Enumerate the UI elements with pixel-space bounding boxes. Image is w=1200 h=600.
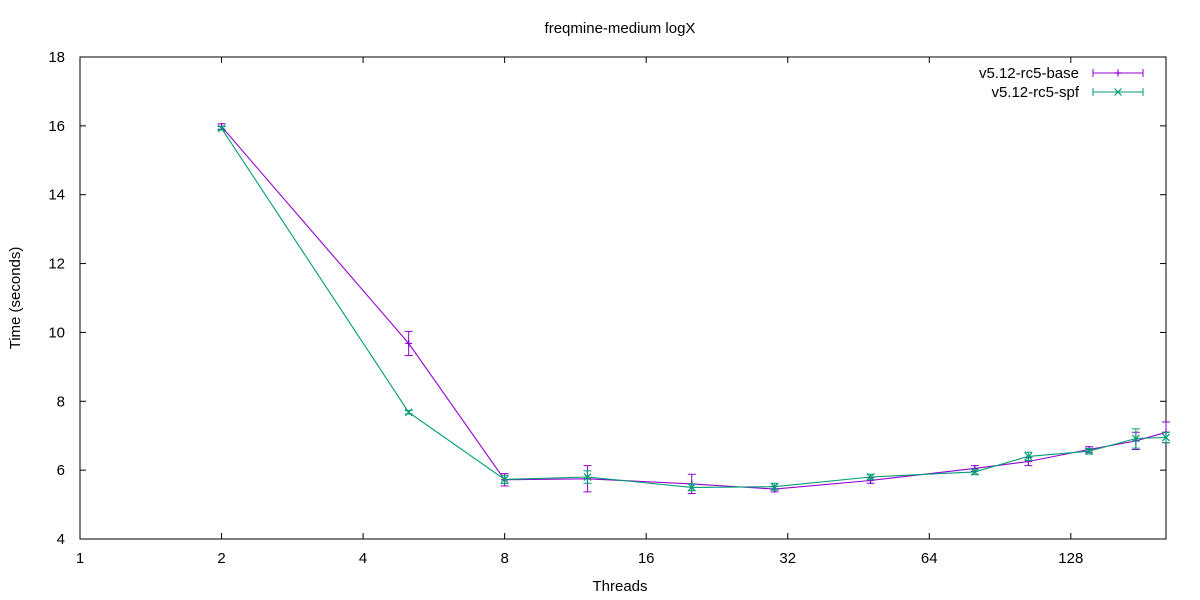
legend-label: v5.12-rc5-spf bbox=[991, 84, 1079, 101]
data-point bbox=[1131, 434, 1140, 443]
x-tick-label: 8 bbox=[500, 550, 508, 567]
data-point bbox=[1162, 433, 1170, 442]
y-axis-label: Time (seconds) bbox=[7, 247, 24, 350]
y-tick-label: 10 bbox=[48, 324, 65, 341]
data-point bbox=[500, 475, 509, 484]
data-point bbox=[405, 339, 413, 347]
data-point bbox=[770, 482, 779, 491]
y-tick-label: 6 bbox=[57, 462, 65, 479]
data-point bbox=[1024, 452, 1033, 461]
series-1 bbox=[217, 124, 1170, 492]
y-tick-label: 16 bbox=[48, 118, 65, 135]
y-tick-label: 18 bbox=[48, 49, 65, 66]
y-tick-label: 12 bbox=[48, 256, 65, 273]
x-tick-label: 64 bbox=[921, 550, 938, 567]
x-tick-label: 128 bbox=[1058, 550, 1083, 567]
data-point bbox=[687, 483, 696, 492]
plot-border bbox=[79, 56, 1167, 540]
legend-marker bbox=[1114, 88, 1122, 96]
data-point bbox=[1085, 447, 1094, 456]
data-point bbox=[970, 467, 979, 476]
data-point bbox=[866, 473, 875, 481]
y-tick-label: 4 bbox=[57, 531, 65, 548]
data-point bbox=[583, 473, 592, 481]
y-tick-label: 8 bbox=[57, 393, 65, 410]
legend: v5.12-rc5-base v5.12-rc5-spf bbox=[979, 65, 1144, 101]
y-tick-label: 14 bbox=[48, 187, 65, 204]
legend-marker bbox=[1114, 69, 1122, 77]
x-tick-label: 2 bbox=[217, 550, 225, 567]
data-point bbox=[404, 408, 413, 417]
x-tick-label: 16 bbox=[638, 550, 655, 567]
series-line bbox=[221, 126, 1167, 490]
series-layer bbox=[217, 123, 1170, 495]
x-tick-label: 4 bbox=[359, 550, 367, 567]
legend-label: v5.12-rc5-base bbox=[979, 65, 1079, 82]
chart-title: freqmine-medium logX bbox=[545, 20, 696, 37]
data-point bbox=[217, 124, 226, 133]
series-line bbox=[221, 127, 1167, 488]
x-axis-label: Threads bbox=[592, 578, 647, 595]
x-tick-label: 32 bbox=[779, 550, 796, 567]
x-tick-label: 1 bbox=[76, 550, 84, 567]
